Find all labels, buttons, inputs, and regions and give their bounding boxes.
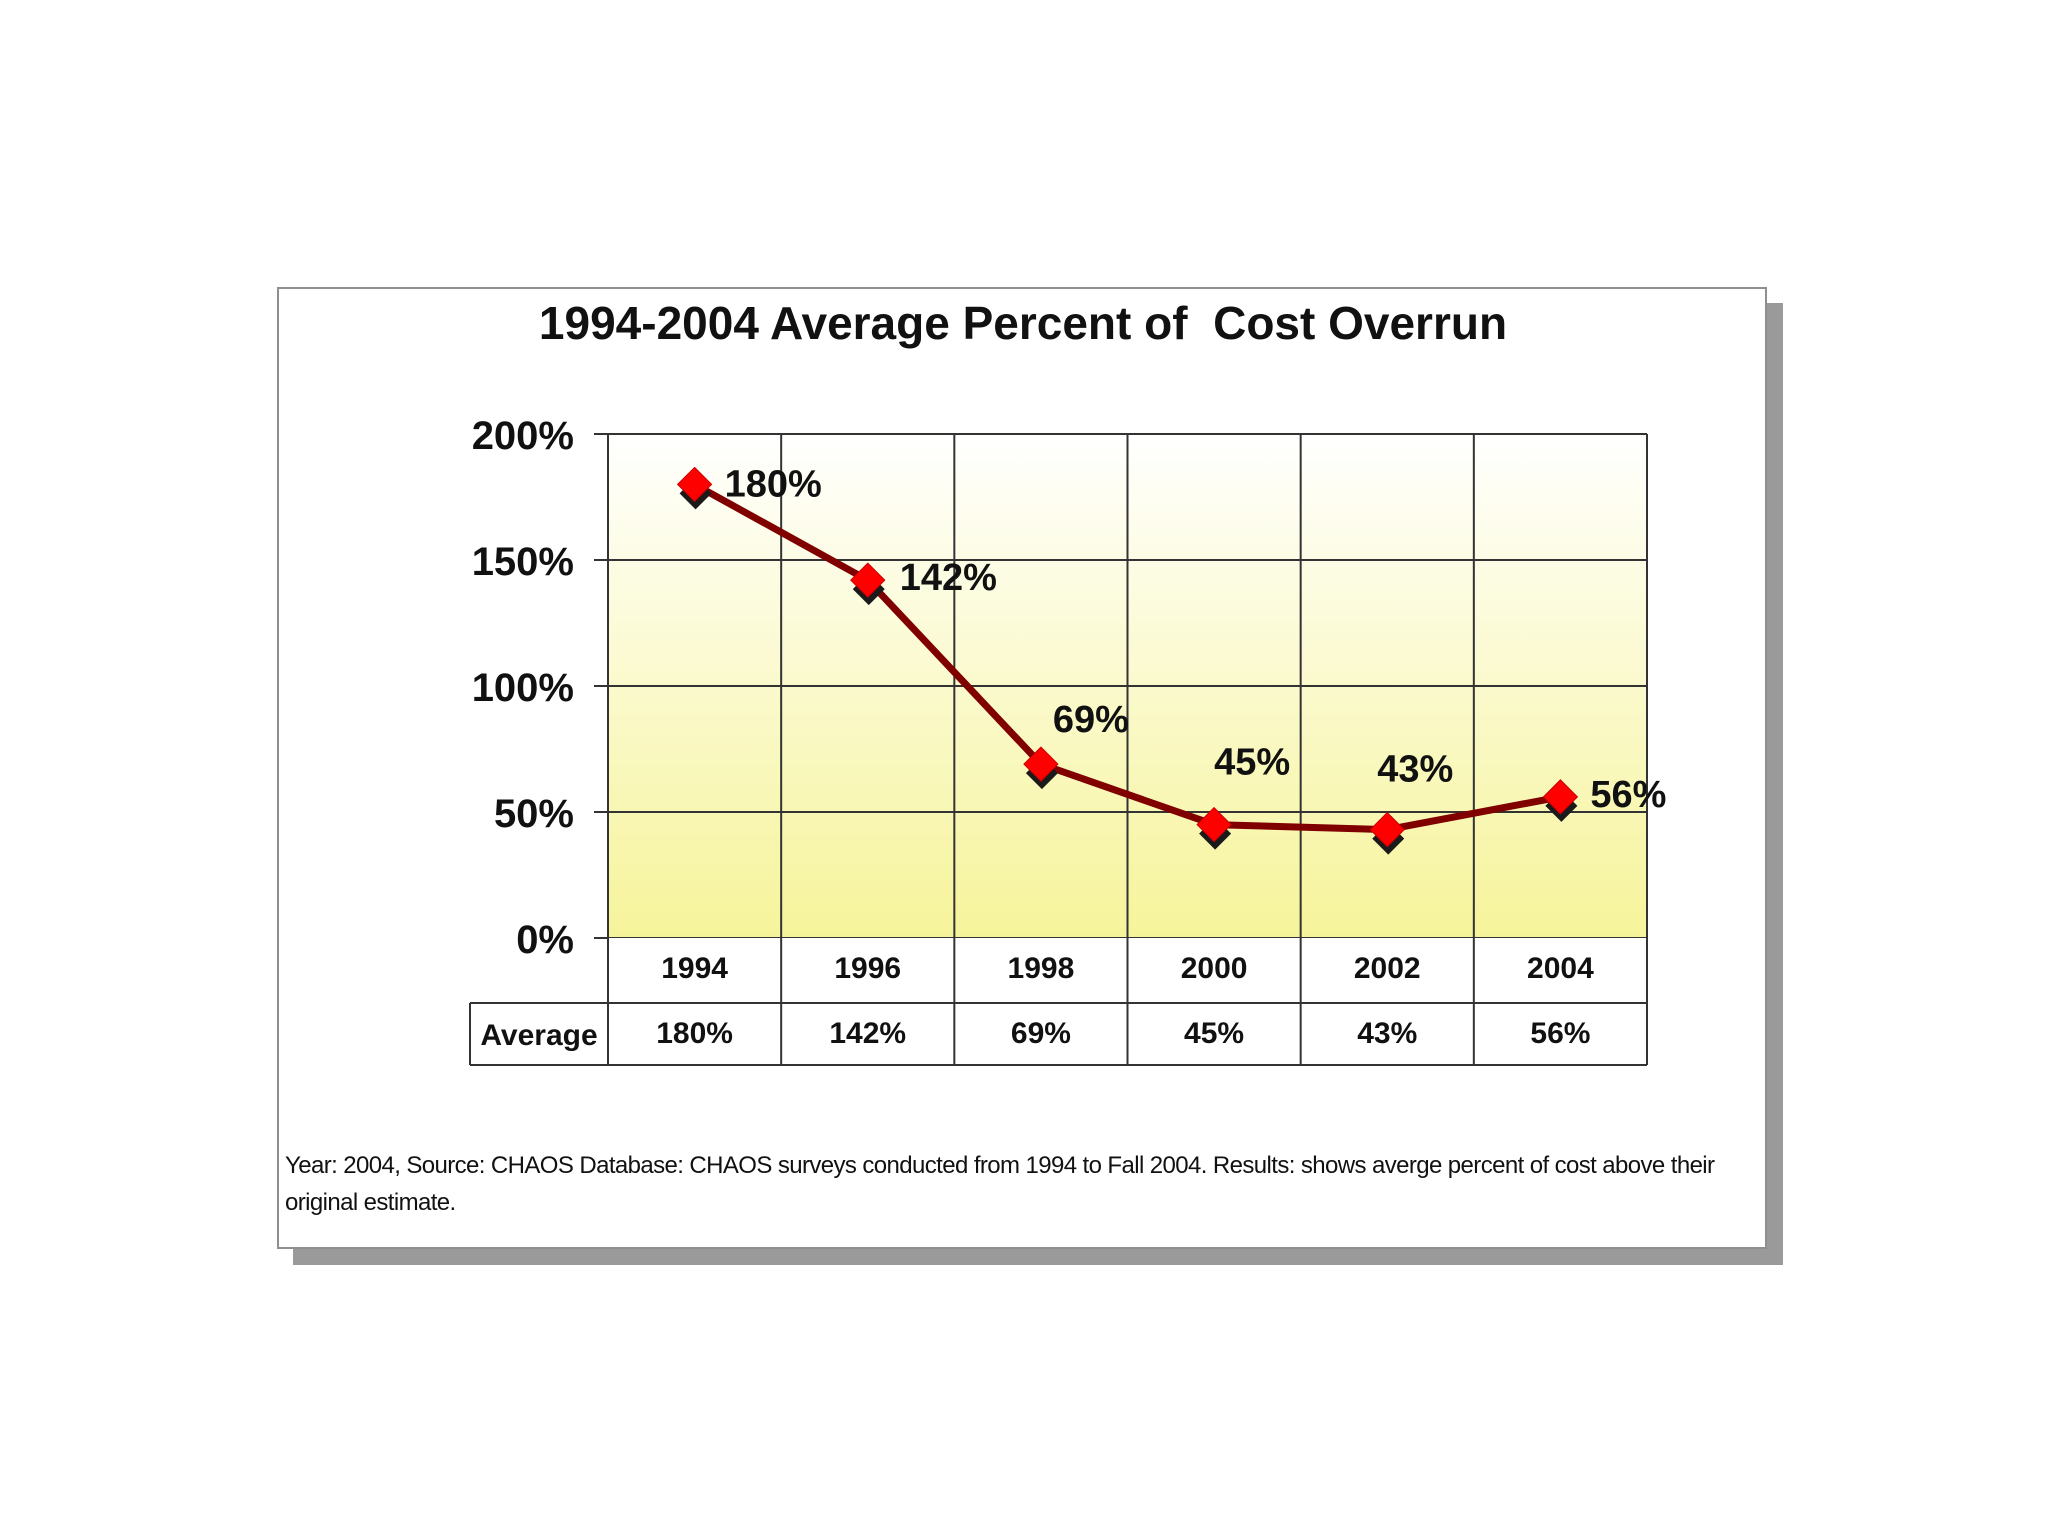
marker-diamond-5 [1542, 779, 1579, 815]
data-label-4: 43% [1377, 749, 1453, 791]
grid-lines [594, 433, 1648, 939]
data-label-2: 69% [1053, 699, 1129, 741]
marker-diamond-2 [1023, 746, 1059, 782]
chart-title: 1994-2004 Average Percent of Cost Overru… [539, 297, 1507, 349]
y-tick-label-3: 150% [472, 540, 574, 584]
marker-diamond-4 [1369, 811, 1405, 848]
data-label-3: 45% [1214, 742, 1290, 784]
y-tick-label-2: 100% [472, 666, 574, 710]
series-line-path [692, 481, 1562, 834]
x-category-label-0: 1994 [661, 952, 728, 985]
data-label-0: 180% [725, 463, 822, 505]
table-cell-1: 142% [829, 1017, 906, 1050]
source-footnote: Year: 2004, Source: CHAOS Database: CHAO… [285, 1152, 1715, 1216]
data-label-1: 142% [900, 557, 997, 599]
data-point-4 [1369, 811, 1405, 855]
y-tick-label-0: 0% [516, 918, 574, 962]
data-point-0 [676, 466, 713, 510]
data-point-1 [850, 562, 886, 606]
x-category-label-4: 2002 [1354, 952, 1421, 985]
y-tick-label-1: 50% [494, 792, 574, 836]
data-point-3 [1196, 806, 1232, 850]
y-axis-tick-labels: 0% 50% 100% 150% 200% [472, 414, 574, 962]
x-category-label-2: 1998 [1008, 952, 1075, 985]
data-table: 1994 1996 1998 2000 2002 2004 Average 180% 142% 6… [469, 938, 1648, 1066]
x-category-label-1: 1996 [834, 952, 901, 985]
table-row-label: Average [480, 1019, 597, 1052]
marker-diamond-0 [676, 466, 713, 503]
table-cell-2: 69% [1011, 1017, 1071, 1050]
series-markers [676, 466, 1579, 855]
x-category-label-3: 2000 [1181, 952, 1248, 985]
data-point-5 [1542, 779, 1579, 822]
data-labels: 180% 142% 69% 45% 43% 56% [725, 463, 1667, 815]
marker-diamond-1 [850, 562, 886, 598]
y-tick-label-4: 200% [472, 414, 574, 458]
x-category-label-5: 2004 [1527, 952, 1594, 985]
table-cell-3: 45% [1184, 1017, 1244, 1050]
marker-diamond-3 [1196, 806, 1232, 843]
data-label-5: 56% [1590, 774, 1666, 816]
table-cell-5: 56% [1530, 1017, 1590, 1050]
data-point-2 [1023, 746, 1059, 790]
table-cell-0: 180% [656, 1017, 733, 1050]
table-cell-4: 43% [1357, 1017, 1417, 1050]
table-row-label-cell [470, 1003, 608, 1065]
series-line [692, 481, 1562, 834]
